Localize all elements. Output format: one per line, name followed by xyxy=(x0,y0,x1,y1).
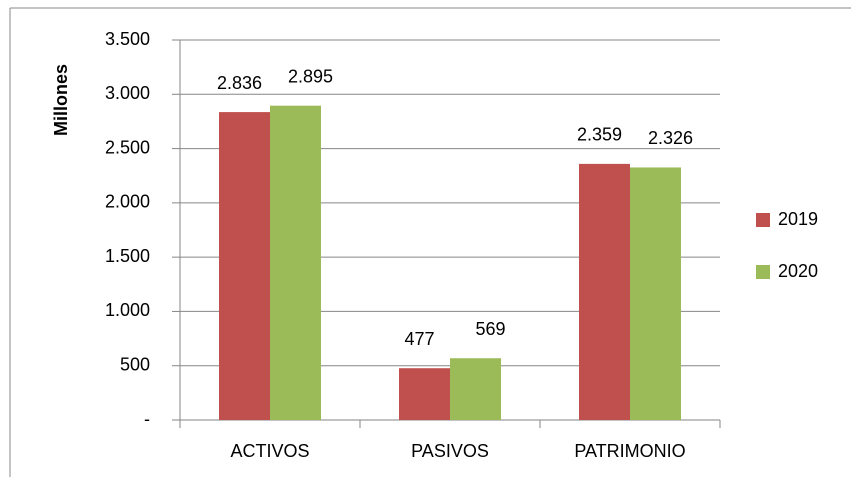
y-tick-label: 1.500 xyxy=(105,246,150,266)
value-label: 477 xyxy=(404,329,434,349)
value-label: 2.836 xyxy=(217,73,262,93)
bar xyxy=(630,167,681,420)
y-tick-label: 2.000 xyxy=(105,192,150,212)
x-tick-label: ACTIVOS xyxy=(230,441,309,461)
legend-swatch xyxy=(756,213,770,227)
value-label: 2.326 xyxy=(648,128,693,148)
y-tick-label: 3.000 xyxy=(105,83,150,103)
bar xyxy=(270,105,321,420)
legend-label: 2020 xyxy=(778,261,818,281)
bar xyxy=(399,368,450,420)
x-tick-label: PATRIMONIO xyxy=(574,441,685,461)
y-tick-label: - xyxy=(144,409,150,429)
y-axis-label: Millones xyxy=(51,64,71,136)
y-tick-label: 3.500 xyxy=(105,29,150,49)
legend-label: 2019 xyxy=(778,209,818,229)
y-tick-label: 1.000 xyxy=(105,300,150,320)
legend-swatch xyxy=(756,265,770,279)
y-tick-label: 2.500 xyxy=(105,137,150,157)
bar xyxy=(579,163,630,420)
value-label: 2.895 xyxy=(288,66,333,86)
bar xyxy=(219,112,270,420)
value-label: 2.359 xyxy=(577,125,622,145)
y-tick-label: 500 xyxy=(120,354,150,374)
value-label: 569 xyxy=(475,319,505,339)
x-tick-label: PASIVOS xyxy=(411,441,489,461)
bar xyxy=(450,358,501,420)
